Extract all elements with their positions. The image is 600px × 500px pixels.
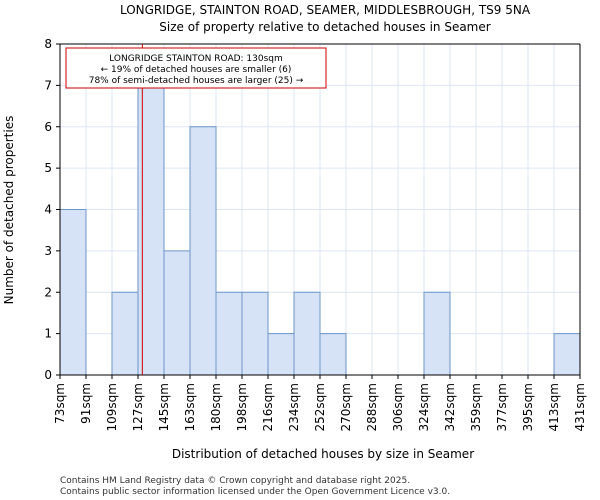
y-tick-label: 3: [44, 244, 52, 258]
y-tick-label: 4: [44, 203, 52, 217]
bar-163sqm: [189, 126, 217, 376]
x-tick-label: 180sqm: [209, 383, 223, 431]
annotation-line1: LONGRIDGE STAINTON ROAD: 130sqm: [109, 54, 283, 64]
x-tick-label: 145sqm: [157, 383, 171, 431]
x-tick-label: 377sqm: [495, 383, 509, 431]
bar-324sqm: [423, 291, 451, 376]
y-tick-label: 5: [44, 161, 52, 175]
x-tick-label: 127sqm: [131, 383, 145, 431]
x-tick-labels: 73sqm 91sqm 109sqm 127sqm 145sqm 163sqm 180sqm…: [53, 383, 587, 431]
y-axis-label: Number of detached properties: [2, 116, 16, 305]
x-tick-label: 288sqm: [365, 383, 379, 431]
bar-413sqm: [553, 333, 581, 376]
x-tick-label: 252sqm: [313, 383, 327, 431]
footer-line1: Contains HM Land Registry data © Crown c…: [60, 476, 410, 486]
bar-73sqm: [59, 209, 87, 376]
bar-216sqm: [267, 333, 295, 376]
bar-198sqm: [241, 291, 269, 376]
y-tick-labels: 0 1 2 3 4 5 6 7 8: [44, 37, 52, 382]
x-tick-label: 413sqm: [547, 383, 561, 431]
annotation-line3: 78% of semi-detached houses are larger (…: [89, 76, 304, 86]
x-tick-label: 91sqm: [79, 383, 93, 424]
axis-layer: [56, 43, 581, 379]
y-tick-label: 2: [44, 285, 52, 299]
x-tick-label: 431sqm: [573, 383, 587, 431]
annotation-line2: ← 19% of detached houses are smaller (6): [101, 65, 292, 75]
x-tick-label: 163sqm: [183, 383, 197, 431]
footer-line2: Contains public sector information licen…: [60, 487, 450, 497]
bar-252sqm: [319, 333, 347, 376]
y-tick-label: 8: [44, 37, 52, 51]
x-axis-label: Distribution of detached houses by size …: [172, 447, 474, 461]
x-tick-label: 198sqm: [235, 383, 249, 431]
annotation-box-frame: [65, 47, 327, 89]
x-tick-label: 342sqm: [443, 383, 457, 431]
chart-title-line1: LONGRIDGE, STAINTON ROAD, SEAMER, MIDDLE…: [120, 3, 531, 17]
bar-234sqm: [293, 291, 321, 376]
bar-109sqm: [111, 291, 139, 376]
x-tick-label: 359sqm: [469, 383, 483, 431]
y-tick-label: 7: [44, 78, 52, 92]
chart-title-line2: Size of property relative to detached ho…: [159, 20, 490, 34]
x-tick-label: 324sqm: [417, 383, 431, 431]
x-tick-label: 216sqm: [261, 383, 275, 431]
bar-180sqm: [215, 291, 243, 376]
y-tick-label: 0: [44, 368, 52, 382]
x-tick-label: 306sqm: [391, 383, 405, 431]
bar-145sqm: [163, 250, 191, 376]
y-tick-label: 1: [44, 327, 52, 341]
x-tick-label: 109sqm: [105, 383, 119, 431]
x-tick-label: 73sqm: [53, 383, 67, 424]
x-tick-label: 270sqm: [339, 383, 353, 431]
x-tick-label: 234sqm: [287, 383, 301, 431]
annotation-box: LONGRIDGE STAINTON ROAD: 130sqm ← 19% of…: [65, 47, 327, 89]
x-tick-label: 395sqm: [521, 383, 535, 431]
y-tick-label: 6: [44, 120, 52, 134]
